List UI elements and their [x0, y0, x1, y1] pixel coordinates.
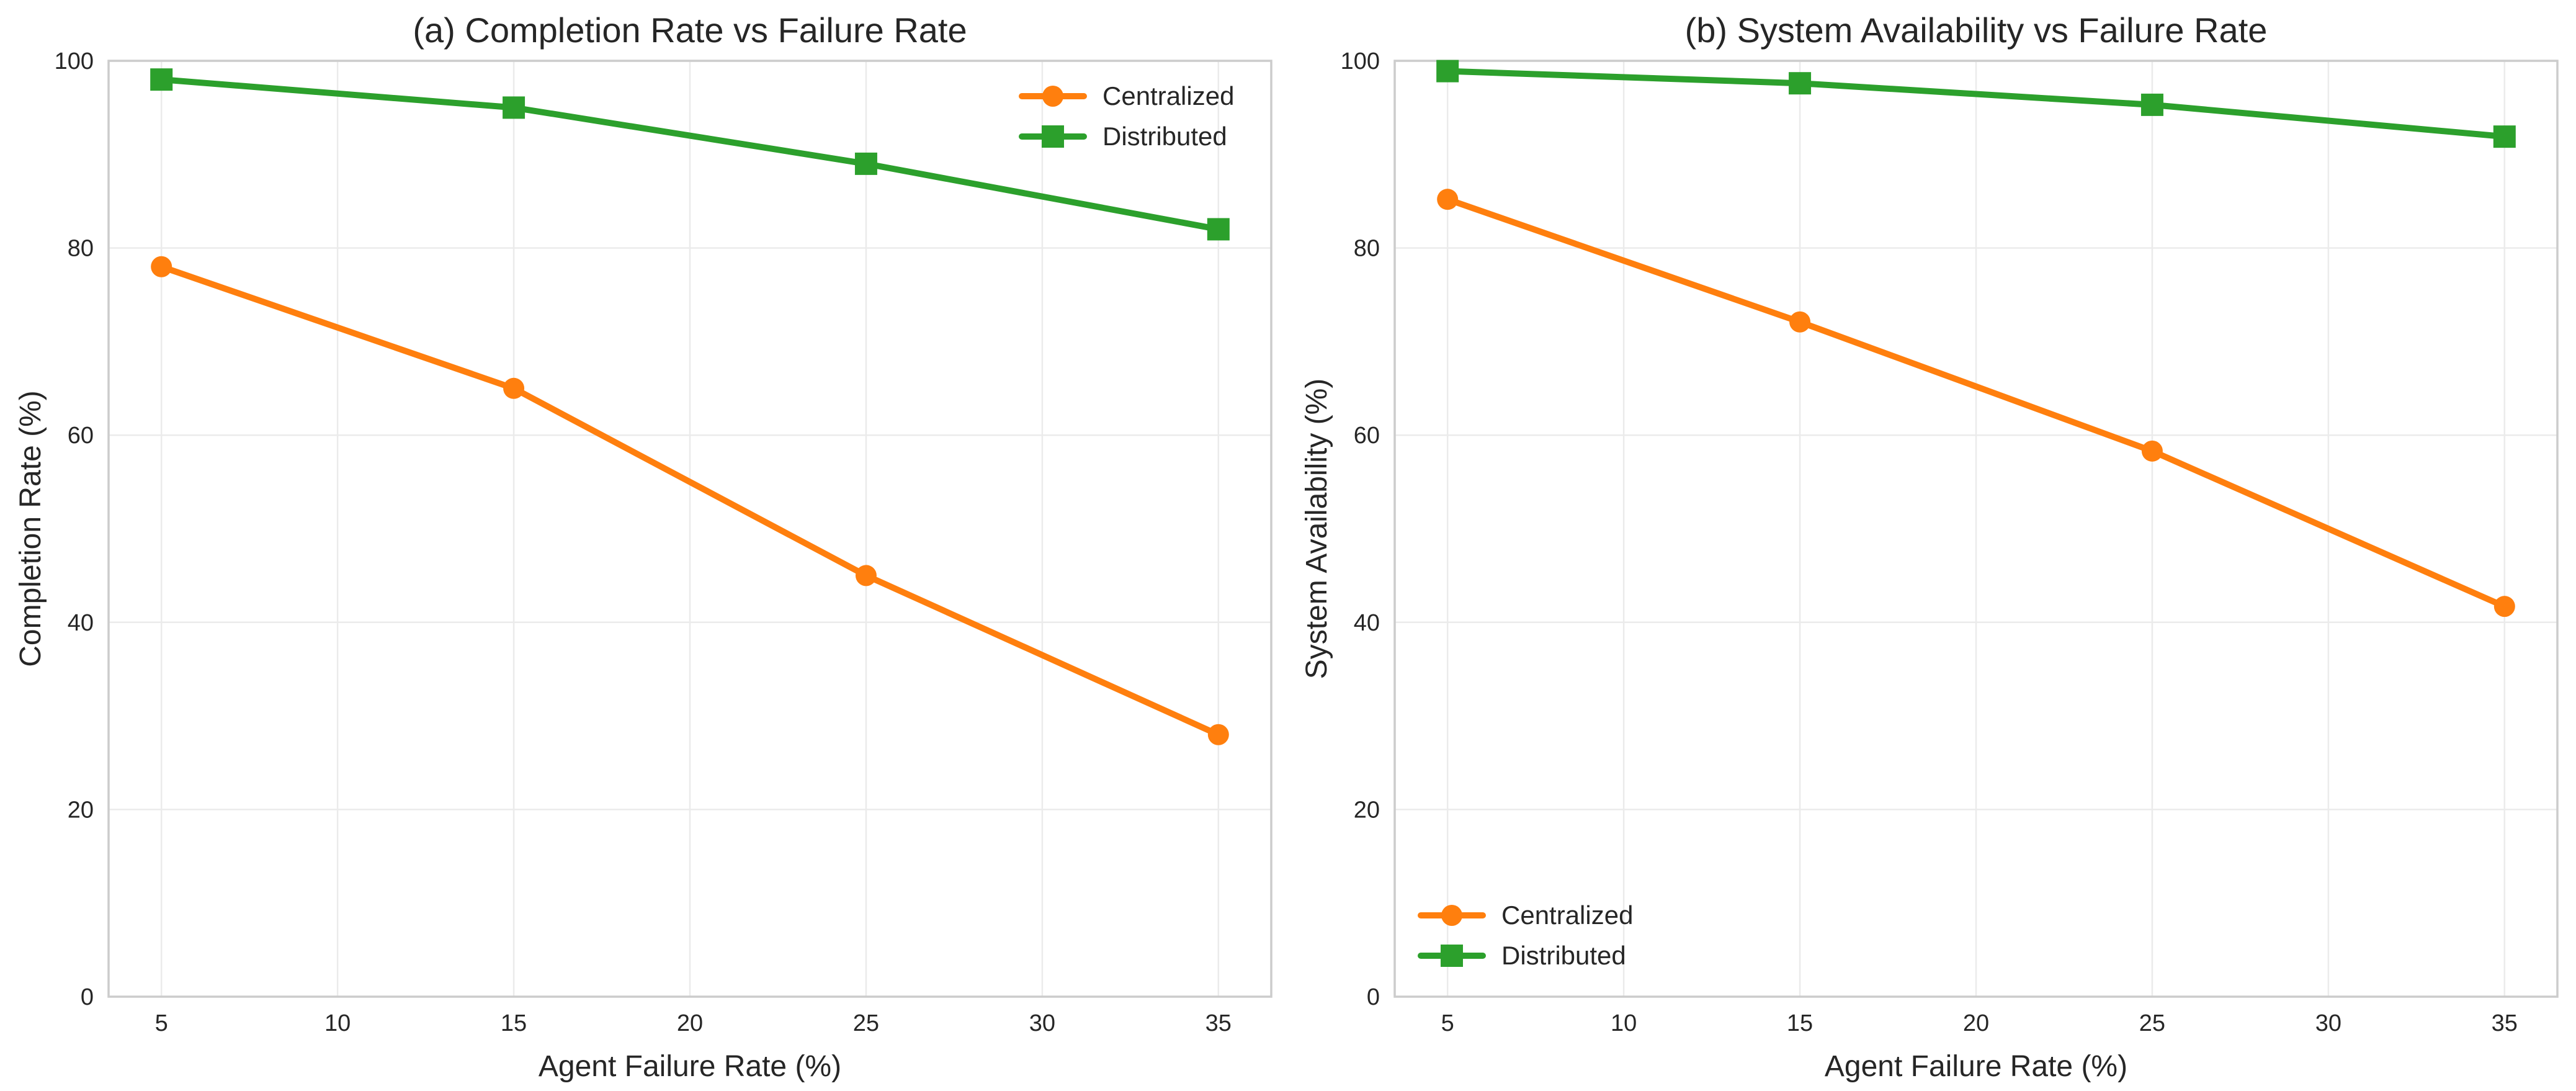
data-point: [1207, 218, 1230, 241]
y-tick-label: 80: [1354, 236, 1380, 262]
y-tick-label: 100: [1341, 48, 1380, 74]
x-tick-label: 10: [324, 1010, 351, 1036]
y-tick-label: 20: [68, 797, 94, 823]
chart-title: (a) Completion Rate vs Failure Rate: [413, 11, 967, 50]
data-point: [2493, 596, 2515, 617]
x-tick-label: 10: [1611, 1010, 1637, 1036]
x-tick-label: 25: [2139, 1010, 2165, 1036]
x-tick-label: 35: [2492, 1010, 2518, 1036]
x-tick-label: 30: [1029, 1010, 1055, 1036]
chart-title: (b) System Availability vs Failure Rate: [1685, 11, 2268, 50]
data-point: [503, 377, 525, 399]
legend-label: Distributed: [1102, 122, 1227, 151]
series-line: [1444, 68, 2508, 140]
legend-marker: [1441, 945, 1463, 967]
y-tick-label: 0: [81, 984, 94, 1010]
series-line: [1444, 196, 2508, 610]
legend: Centralized Distributed: [1418, 900, 1633, 970]
data-point: [1207, 724, 1229, 745]
data-point: [2140, 93, 2163, 116]
y-axis-label: System Availability (%): [1300, 379, 1333, 680]
legend-label: Centralized: [1501, 900, 1633, 930]
x-axis-label: Agent Failure Rate (%): [539, 1050, 841, 1083]
series-centralized: [1437, 189, 2515, 617]
x-tick-label: 5: [155, 1010, 168, 1036]
y-tick-label: 60: [1354, 423, 1380, 449]
y-tick-label: 100: [55, 48, 94, 74]
x-tick-label: 15: [501, 1010, 527, 1036]
data-point: [150, 68, 173, 91]
y-tick-label: 40: [68, 610, 94, 636]
legend-marker: [1042, 125, 1064, 148]
x-axis-label: Agent Failure Rate (%): [1825, 1050, 2127, 1083]
data-point: [1789, 311, 1811, 333]
data-point: [855, 565, 877, 586]
series-line: [158, 263, 1222, 738]
y-axis-label: Completion Rate (%): [14, 390, 47, 667]
legend-label: Centralized: [1102, 81, 1234, 110]
chart-panel-1: 5 10 15 20 25 30 35 0 20 40 60 80 100 (a) Completion …: [14, 11, 1272, 1083]
y-tick-label: 60: [68, 423, 94, 449]
series-distributed: [1436, 60, 2516, 148]
x-tick-label: 20: [677, 1010, 703, 1036]
x-tick-label: 5: [1441, 1010, 1454, 1036]
series-distributed: [150, 68, 1230, 241]
series-centralized: [151, 256, 1229, 745]
plot-frame: [1393, 60, 2559, 998]
data-point: [1437, 189, 1459, 210]
data-point: [2141, 440, 2163, 462]
chart-panel-2: 5 10 15 20 25 30 35 0 20 40 60 80 100 (b) System Avai…: [1300, 11, 2559, 1083]
y-tick-label: 40: [1354, 610, 1380, 636]
data-point: [1789, 72, 1812, 95]
legend-marker: [1441, 905, 1462, 926]
x-tick-label: 20: [1963, 1010, 1989, 1036]
plot-frame: [107, 60, 1272, 998]
x-tick-label: 35: [1205, 1010, 1232, 1036]
y-tick-label: 80: [68, 236, 94, 262]
x-tick-label: 25: [853, 1010, 879, 1036]
data-point: [854, 152, 877, 175]
data-point: [1436, 60, 1459, 83]
data-point: [151, 256, 172, 277]
legend: Centralized Distributed: [1019, 81, 1234, 151]
x-tick-label: 15: [1787, 1010, 1813, 1036]
x-tick-label: 30: [2315, 1010, 2341, 1036]
legend-marker: [1042, 86, 1063, 107]
data-point: [2493, 125, 2516, 148]
legend-label: Distributed: [1501, 941, 1626, 970]
y-tick-label: 0: [1367, 984, 1380, 1010]
series-line: [158, 76, 1222, 233]
y-tick-label: 20: [1354, 797, 1380, 823]
data-point: [503, 96, 525, 119]
